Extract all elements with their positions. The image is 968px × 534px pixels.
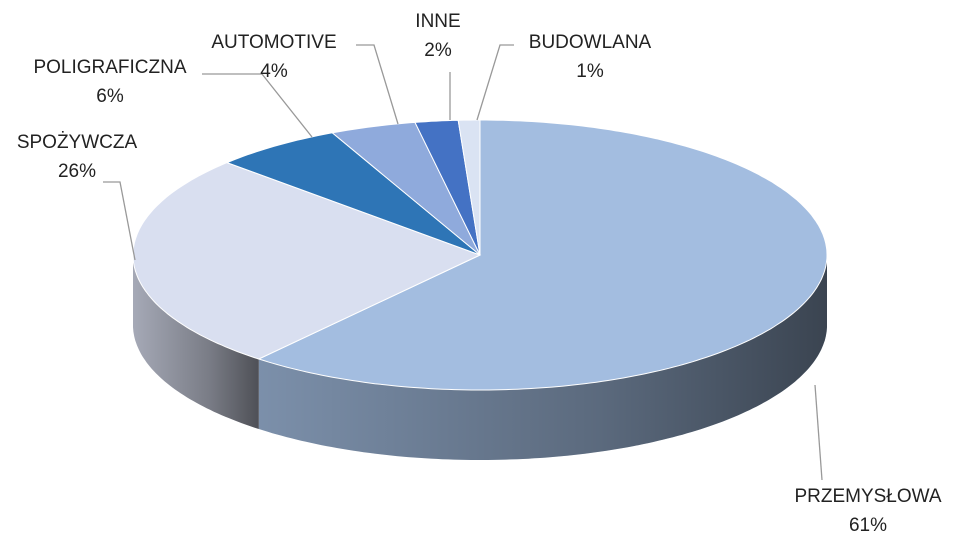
slice-label: POLIGRAFICZNA — [33, 57, 186, 78]
slice-side-shade — [133, 255, 259, 429]
slice-value-label: 61% — [849, 515, 887, 534]
leader-line — [476, 44, 514, 121]
slice-side-shade — [258, 255, 827, 460]
slice-value-label: 6% — [96, 86, 124, 107]
slice-label: PRZEMYSŁOWA — [794, 486, 941, 507]
slice-label: BUDOWLANA — [529, 32, 652, 53]
slice — [414, 119, 481, 256]
slice — [331, 121, 481, 256]
slice-label: INNE — [415, 11, 460, 32]
slice-value-label: 1% — [576, 61, 604, 82]
slice — [257, 119, 828, 391]
slice-value-label: 2% — [424, 40, 452, 61]
slice — [457, 119, 481, 256]
slice — [132, 162, 482, 360]
leader-line — [814, 384, 823, 481]
slice-label: SPOŻYWCZA — [17, 132, 138, 153]
leader-line — [103, 181, 136, 261]
slice-value-label: 4% — [260, 61, 288, 82]
slice-value-label: 26% — [58, 161, 96, 182]
leader-line — [202, 73, 313, 138]
slice-label: AUTOMOTIVE — [211, 32, 336, 53]
leader-line — [356, 44, 399, 125]
slice — [225, 132, 481, 256]
